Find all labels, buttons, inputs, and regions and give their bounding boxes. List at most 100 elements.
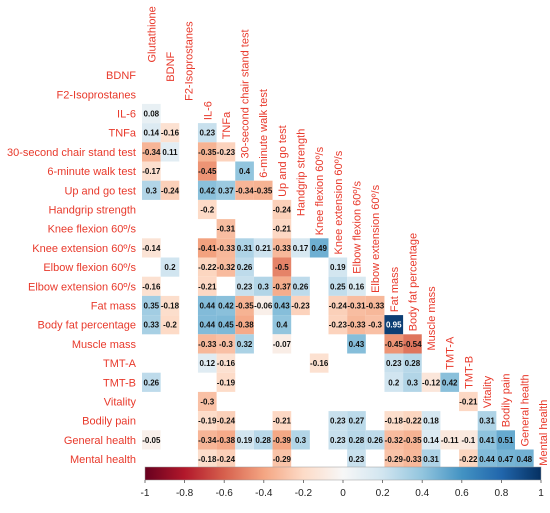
cell-value-label: -0.21 — [459, 398, 478, 407]
cell-value-label: 0.18 — [423, 417, 439, 426]
heatmap-cell — [403, 372, 422, 392]
heatmap-cell — [291, 238, 310, 258]
heatmap-cell — [235, 334, 254, 354]
cell-value-label: 0.19 — [237, 436, 253, 445]
row-label: Elbow extension 60º/s — [28, 281, 136, 293]
cell-value-label: -0.34 — [198, 436, 217, 445]
row-label: Handgrip strength — [49, 205, 136, 217]
cell-value-label: 0.42 — [218, 302, 234, 311]
cell-value-label: 0.49 — [311, 244, 327, 253]
row-label: Up and go test — [64, 185, 136, 197]
heatmap-cell — [253, 430, 273, 450]
heatmap-cell — [142, 276, 161, 296]
heatmap-cell — [440, 372, 460, 392]
heatmap-cell — [197, 180, 217, 200]
heatmap-cell — [216, 353, 236, 373]
cell-value-label: 0.3 — [295, 436, 307, 445]
column-label: General health — [519, 374, 531, 446]
heatmap-cell — [253, 238, 273, 258]
cell-value-label: -0.33 — [198, 340, 217, 349]
colorbar-tick-label: -0.6 — [216, 488, 234, 499]
column-label: Mental health — [538, 400, 550, 466]
cell-value-label: 0.28 — [405, 359, 421, 368]
row-label: Knee flexion 60º/s — [48, 224, 137, 236]
heatmap-cell — [496, 430, 515, 450]
heatmap-cell — [496, 449, 515, 469]
heatmap-cell — [197, 199, 217, 220]
heatmap-cell — [142, 238, 161, 258]
cell-value-label: 0.31 — [423, 455, 439, 464]
heatmap-cell — [142, 430, 161, 450]
cell-value-label: -0.29 — [385, 455, 404, 464]
row-label: Body fat percentage — [38, 320, 136, 332]
cell-value-label: -0.33 — [273, 244, 292, 253]
colorbar-tick-label: -0.8 — [176, 488, 194, 499]
heatmap-cell — [142, 295, 161, 316]
cell-value-label: 0.44 — [199, 321, 215, 330]
column-label: BDNF — [165, 51, 177, 81]
colorbar-tick-label: -0.4 — [255, 488, 273, 499]
cell-value-label: -0.38 — [235, 321, 254, 330]
heatmap-cell — [272, 219, 292, 239]
heatmap-cell — [347, 334, 366, 354]
cell-value-label: -0.22 — [198, 263, 217, 272]
heatmap-cell — [347, 276, 366, 296]
row-label: Vitality — [104, 397, 137, 409]
heatmap-cell — [235, 276, 254, 296]
cell-value-label: 0.14 — [423, 436, 439, 445]
cell-value-label: 0.3 — [146, 186, 158, 195]
cell-value-label: -0.24 — [329, 302, 348, 311]
row-label: Fat mass — [91, 301, 137, 313]
cell-value-label: -0.05 — [142, 436, 161, 445]
heatmap-cell — [477, 411, 497, 431]
heatmap-cell — [421, 372, 441, 392]
heatmap-cell — [272, 334, 292, 354]
heatmap-cell — [160, 295, 180, 316]
heatmap-cell — [197, 142, 217, 162]
cell-value-label: -0.12 — [422, 378, 441, 387]
cell-value-label: 0.23 — [386, 359, 402, 368]
column-label: Muscle mass — [426, 286, 438, 351]
cell-value-label: -0.21 — [273, 417, 292, 426]
cell-value-label: -0.24 — [161, 186, 180, 195]
cell-value-label: -0.21 — [198, 282, 217, 291]
heatmap-cell — [142, 123, 161, 143]
heatmap-cell — [160, 180, 180, 200]
cell-value-label: 0.23 — [349, 455, 365, 464]
cell-value-label: 0.31 — [237, 244, 253, 253]
row-label: TNFa — [109, 128, 137, 140]
cell-value-label: -0.33 — [366, 302, 385, 311]
column-label: Handgrip strength — [296, 129, 308, 216]
heatmap-cell — [291, 295, 310, 316]
heatmap-cell — [197, 391, 217, 412]
row-label: Mental health — [70, 454, 136, 466]
cell-value-label: 0.33 — [144, 321, 160, 330]
heatmap-cell — [216, 142, 236, 162]
heatmap-cell — [384, 430, 404, 450]
column-label: Knee flexion 60º/s — [314, 146, 326, 235]
column-label: Elbow flexion 60º/s — [351, 181, 363, 274]
row-label: IL-6 — [117, 109, 136, 121]
cell-value-label: 0.2 — [388, 378, 400, 387]
cell-value-label: 0.17 — [293, 244, 309, 253]
heatmap-cell — [197, 334, 217, 354]
cell-value-label: -0.18 — [385, 417, 404, 426]
cell-value-label: -0.21 — [273, 225, 292, 234]
cell-value-label: -0.34 — [235, 186, 254, 195]
colorbar-tick-label: 0 — [340, 488, 346, 499]
cell-value-label: -0.11 — [441, 436, 459, 445]
cell-value-label: -0.38 — [217, 436, 236, 445]
heatmap-cell — [291, 430, 310, 450]
cell-value-label: -0.45 — [198, 167, 217, 176]
heatmap-cell — [160, 123, 180, 143]
cell-value-label: -0.33 — [347, 321, 366, 330]
heatmap-cell — [403, 353, 422, 373]
heatmap-cell — [253, 180, 273, 200]
heatmap-cell — [235, 180, 254, 200]
heatmap-cell — [384, 449, 404, 469]
heatmap-cell — [160, 257, 180, 277]
cell-value-label: -0.23 — [291, 302, 310, 311]
heatmap-cells: 0.080.14 -0.16 0.23-0.34 0.11 -0.35 -0.23-0.1… — [142, 103, 534, 469]
heatmap-cell — [272, 411, 292, 431]
cell-value-label: 0.47 — [498, 455, 514, 464]
